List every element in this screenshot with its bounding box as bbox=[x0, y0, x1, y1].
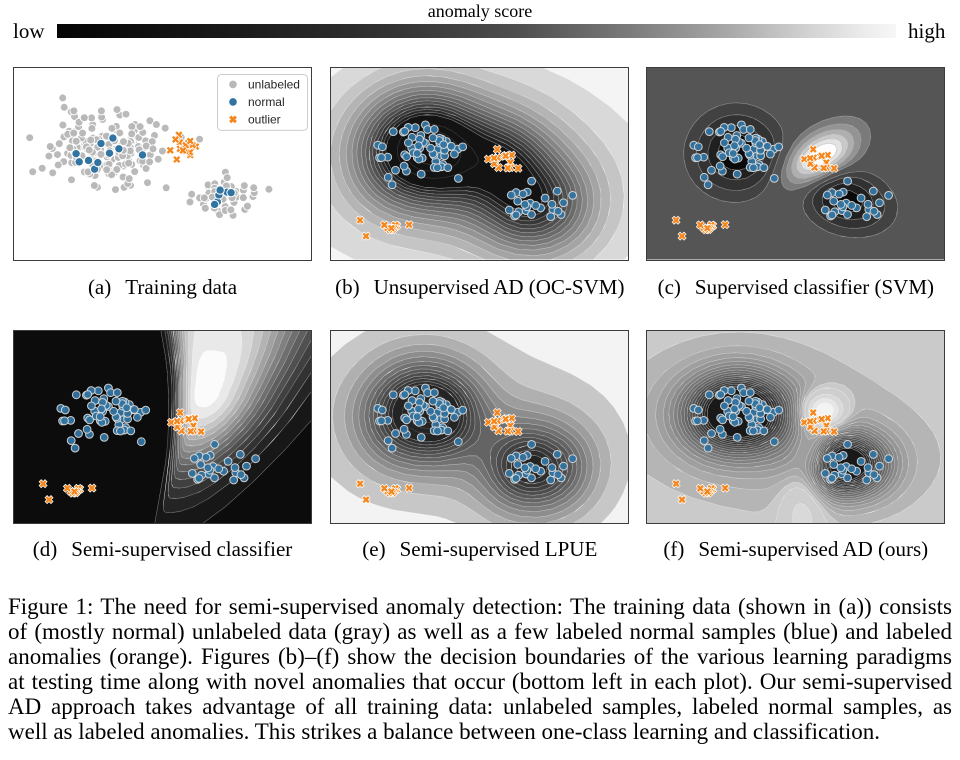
svg-text:unlabeled: unlabeled bbox=[248, 77, 300, 91]
svg-text:normal: normal bbox=[248, 95, 285, 109]
svg-text:outlier: outlier bbox=[248, 112, 281, 126]
